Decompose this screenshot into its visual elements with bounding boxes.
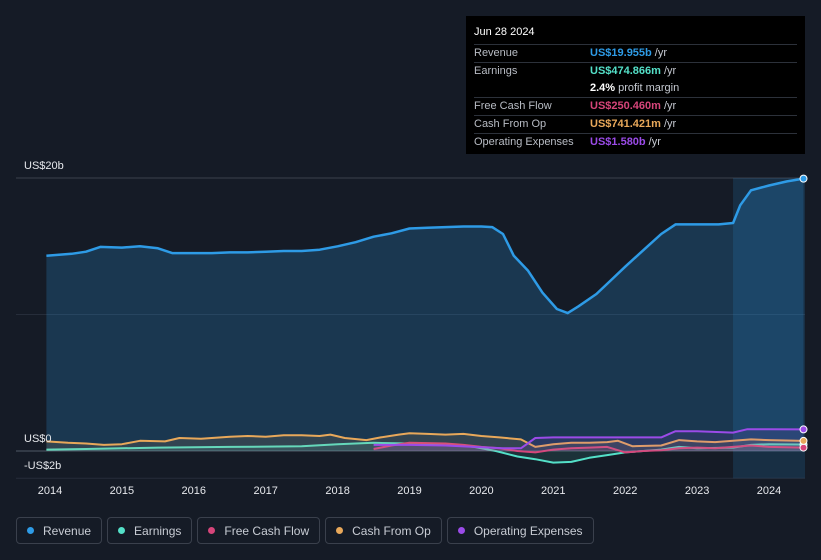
tooltip-row: Free Cash Flow US$250.460m/yr [474,97,797,115]
free-cash-flow-area [373,442,804,453]
free-cash-flow-end-marker [799,443,808,452]
grid-lines [16,177,805,479]
tooltip-row-value: US$19.955b [590,47,652,59]
tooltip-row-unit: /yr [654,47,667,59]
legend-item-label: Revenue [43,523,92,538]
legend-dot-icon [336,527,344,534]
legend-dot-icon [118,527,126,534]
legend-item-earnings[interactable]: Earnings [107,517,193,544]
x-tick-label: 2020 [469,485,494,497]
y-axis-zero-label: US$0 [24,433,52,445]
legend-item-label: Free Cash Flow [224,523,310,538]
tooltip-row-unit: /yr [663,65,677,77]
y-axis-top-label: US$20b [24,160,64,172]
tooltip-row: Cash From Op US$741.421m/yr [474,115,797,133]
tooltip-row-value: 2.4% [590,82,616,94]
series-lines [46,177,804,464]
tooltip-row-unit: profit margin [618,82,680,94]
tooltip-row-value: US$1.580b [590,136,646,148]
tooltip-row-value: US$474.866m [590,65,661,77]
revenue-end-marker [799,174,808,183]
tooltip-row: Revenue US$19.955b/yr [474,44,797,62]
tooltip-row-label: Earnings [474,65,518,77]
cash-from-op-end-marker [799,436,808,445]
tooltip-row-label: Operating Expenses [474,136,574,148]
chart-legend: Revenue Earnings Free Cash Flow Cash From O… [16,517,594,545]
tooltip-row-label: Free Cash Flow [474,100,552,112]
tooltip-row-unit: /yr [663,118,677,130]
legend-dot-icon [208,527,216,534]
revenue-line [46,177,804,315]
operating-expenses-line [373,428,804,450]
tooltip-row-unit: /yr [648,136,661,148]
end-markers [799,174,808,452]
x-tick-label: 2023 [684,485,710,497]
cash-from-op-line [46,432,804,448]
x-tick-label: 2021 [541,485,566,497]
x-tick-label: 2022 [612,485,638,497]
operating-expenses-area [373,429,804,451]
tooltip-row: Earnings US$474.866m/yr [474,62,797,80]
tooltip-date: Jun 28 2024 [474,26,535,38]
tooltip-row-label: Cash From Op [474,118,547,130]
tooltip-row: 2.4% profit margin [474,80,797,97]
tooltip-row-label: Revenue [474,47,519,59]
legend-item-free-cash-flow[interactable]: Free Cash Flow [197,517,321,544]
x-tick-label: 2014 [37,485,63,497]
revenue-area [46,178,804,451]
tooltip-row-unit: /yr [663,100,677,112]
x-tick-label: 2018 [325,485,350,497]
legend-item-label: Operating Expenses [473,523,583,538]
operating-expenses-end-marker [799,425,808,434]
legend-item-cash-from-op[interactable]: Cash From Op [325,517,442,544]
legend-dot-icon [27,527,34,534]
legend-item-label: Earnings [134,523,182,538]
free-cash-flow-line [373,441,804,454]
legend-item-revenue[interactable]: Revenue [16,517,103,544]
legend-item-label: Cash From Op [352,523,431,538]
legend-dot-icon [457,527,465,534]
legend-item-operating-expenses[interactable]: Operating Expenses [446,517,594,544]
data-tooltip: Jun 28 2024 Revenue US$19.955b/yr Earnings… [466,16,805,154]
tooltip-row-value: US$741.421m [590,118,661,130]
tooltip-row: Operating Expenses US$1.580b/yr [474,133,797,151]
tooltip-row-value: US$250.460m [590,100,661,112]
x-tick-label: 2016 [181,485,207,497]
tooltip-row-label [474,80,590,97]
x-tick-label: 2019 [397,485,422,497]
cash-from-op-area [46,433,804,451]
x-tick-label: 2015 [109,485,135,497]
x-tick-label: 2017 [253,485,278,497]
y-axis-bottom-label: -US$2b [24,460,62,472]
x-tick-label: 2024 [756,485,782,497]
